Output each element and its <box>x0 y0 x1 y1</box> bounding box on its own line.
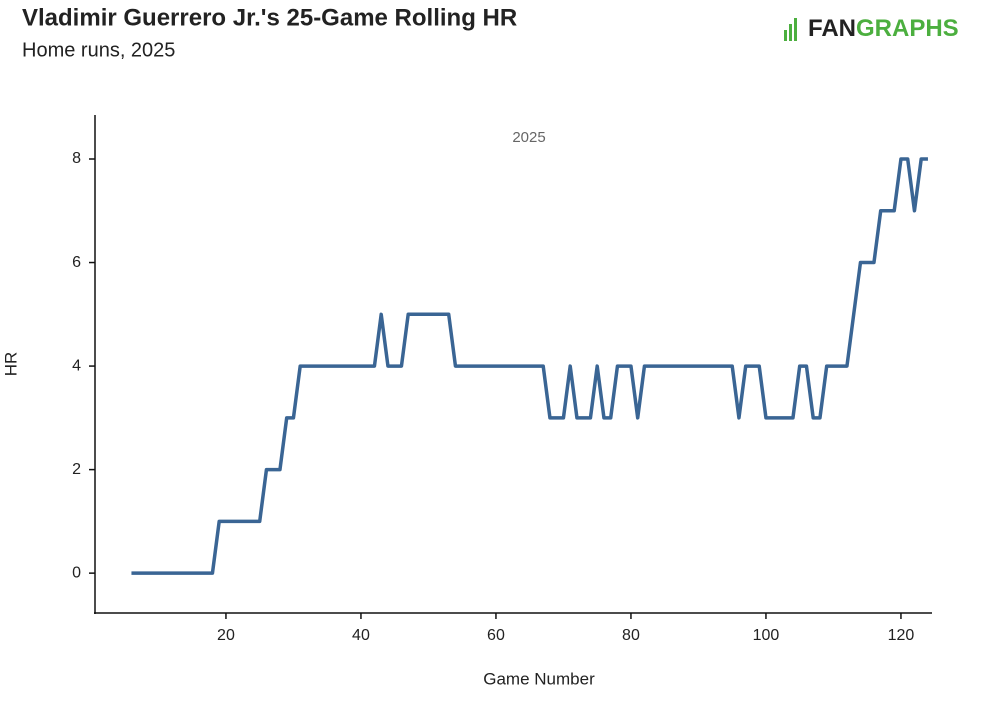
x-tick-label: 20 <box>217 627 235 644</box>
logo: FANGRAPHS <box>784 15 959 42</box>
x-axis-label: Game Number <box>483 669 595 688</box>
logo-bar <box>794 18 797 41</box>
data-line <box>131 157 928 575</box>
x-tick-label: 60 <box>487 627 505 644</box>
logo-bar <box>789 24 792 41</box>
logo-part: GRAPHS <box>856 15 959 42</box>
panel-label: 2025 <box>512 129 545 146</box>
y-tick-label: 8 <box>72 150 81 167</box>
chart-subtitle: Home runs, 2025 <box>22 39 175 61</box>
chart-title: Vladimir Guerrero Jr.'s 25-Game Rolling … <box>22 4 517 31</box>
x-tick-label: 80 <box>622 627 640 644</box>
y-axis-label: HR <box>1 352 20 377</box>
logo-bar <box>784 30 787 41</box>
y-tick-label: 2 <box>72 461 81 478</box>
x-tick-label: 120 <box>888 627 915 644</box>
y-tick-label: 6 <box>72 254 81 271</box>
y-tick-label: 0 <box>72 564 81 581</box>
logo-text: FANGRAPHS <box>808 15 959 42</box>
y-tick-label: 4 <box>72 357 81 374</box>
x-tick-label: 100 <box>753 627 780 644</box>
x-tick-label: 40 <box>352 627 370 644</box>
logo-part: FAN <box>808 15 856 42</box>
